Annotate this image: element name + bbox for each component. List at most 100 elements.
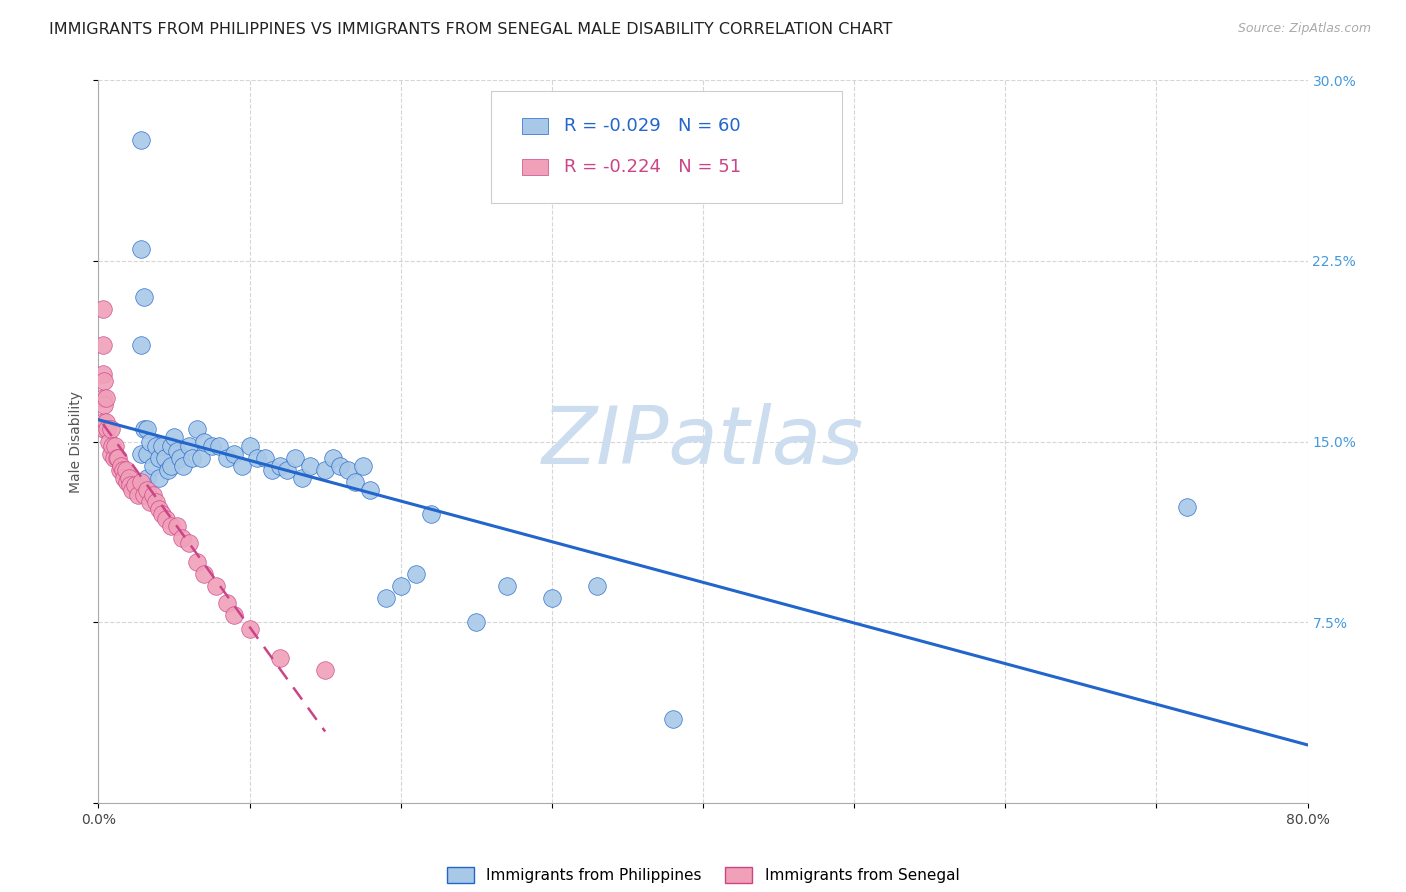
- Point: [100, 422, 122, 436]
- Point: [239, 439, 262, 453]
- Point: [314, 463, 336, 477]
- Text: R = -0.029   N = 60: R = -0.029 N = 60: [564, 117, 741, 135]
- Point: [127, 487, 149, 501]
- Point: [172, 458, 194, 473]
- Point: [132, 290, 155, 304]
- Point: [246, 451, 269, 466]
- Point: [107, 451, 129, 466]
- Point: [150, 439, 173, 453]
- Text: IMMIGRANTS FROM PHILIPPINES VS IMMIGRANTS FROM SENEGAL MALE DISABILITY CORRELATI: IMMIGRANTS FROM PHILIPPINES VS IMMIGRANT…: [49, 22, 893, 37]
- Point: [179, 439, 201, 453]
- Point: [135, 422, 157, 436]
- Point: [129, 133, 152, 147]
- Legend: Immigrants from Philippines, Immigrants from Senegal: Immigrants from Philippines, Immigrants …: [440, 861, 966, 889]
- Point: [1175, 500, 1198, 514]
- Point: [193, 434, 215, 449]
- Point: [190, 451, 212, 466]
- Point: [215, 451, 238, 466]
- Point: [170, 531, 193, 545]
- Point: [91, 415, 114, 429]
- Point: [495, 579, 517, 593]
- Point: [96, 422, 118, 436]
- Point: [135, 470, 157, 484]
- Point: [239, 623, 262, 637]
- Point: [253, 451, 276, 466]
- Point: [120, 478, 142, 492]
- Point: [405, 567, 427, 582]
- Point: [160, 458, 183, 473]
- Point: [193, 567, 215, 582]
- Y-axis label: Male Disability: Male Disability: [69, 391, 83, 492]
- Point: [93, 422, 115, 436]
- Point: [269, 458, 291, 473]
- Point: [291, 470, 314, 484]
- Point: [129, 475, 152, 490]
- Point: [150, 507, 173, 521]
- Point: [215, 596, 238, 610]
- Point: [148, 502, 170, 516]
- Point: [231, 458, 253, 473]
- Point: [465, 615, 488, 630]
- Point: [224, 607, 246, 622]
- Point: [135, 483, 157, 497]
- Point: [135, 446, 157, 460]
- Point: [148, 451, 170, 466]
- FancyBboxPatch shape: [492, 91, 842, 203]
- Point: [129, 242, 152, 256]
- Point: [148, 470, 170, 484]
- Point: [314, 664, 336, 678]
- Point: [153, 451, 176, 466]
- Point: [155, 511, 177, 525]
- Point: [93, 398, 115, 412]
- Point: [201, 439, 224, 453]
- Point: [169, 451, 191, 466]
- Point: [322, 451, 344, 466]
- Point: [111, 463, 134, 477]
- Text: R = -0.224   N = 51: R = -0.224 N = 51: [564, 158, 741, 176]
- Point: [103, 451, 125, 466]
- Point: [114, 463, 136, 477]
- Point: [145, 439, 167, 453]
- Point: [276, 463, 298, 477]
- Point: [186, 555, 208, 569]
- Point: [145, 494, 167, 508]
- Point: [389, 579, 412, 593]
- Point: [91, 338, 114, 352]
- Point: [132, 487, 155, 501]
- Point: [115, 475, 138, 490]
- Point: [132, 422, 155, 436]
- Point: [91, 301, 114, 317]
- Point: [344, 475, 367, 490]
- Point: [661, 712, 683, 726]
- Point: [139, 494, 162, 508]
- Point: [129, 338, 152, 352]
- FancyBboxPatch shape: [522, 118, 548, 134]
- Point: [108, 463, 131, 477]
- Point: [299, 458, 322, 473]
- Point: [121, 483, 143, 497]
- Point: [160, 518, 183, 533]
- Point: [91, 391, 114, 405]
- Point: [163, 430, 186, 444]
- Point: [181, 451, 204, 466]
- Point: [93, 374, 115, 388]
- Point: [105, 451, 128, 466]
- Point: [374, 591, 396, 605]
- Point: [142, 458, 165, 473]
- Point: [91, 367, 114, 381]
- Point: [156, 463, 179, 477]
- Point: [110, 458, 132, 473]
- Point: [208, 439, 231, 453]
- Text: ZIPatlas: ZIPatlas: [541, 402, 865, 481]
- Point: [129, 446, 152, 460]
- Point: [336, 463, 359, 477]
- Point: [142, 487, 165, 501]
- Point: [139, 434, 162, 449]
- Point: [186, 422, 208, 436]
- Point: [262, 463, 284, 477]
- Point: [160, 439, 183, 453]
- Point: [94, 391, 117, 405]
- Point: [329, 458, 352, 473]
- Point: [166, 518, 188, 533]
- Point: [112, 470, 135, 484]
